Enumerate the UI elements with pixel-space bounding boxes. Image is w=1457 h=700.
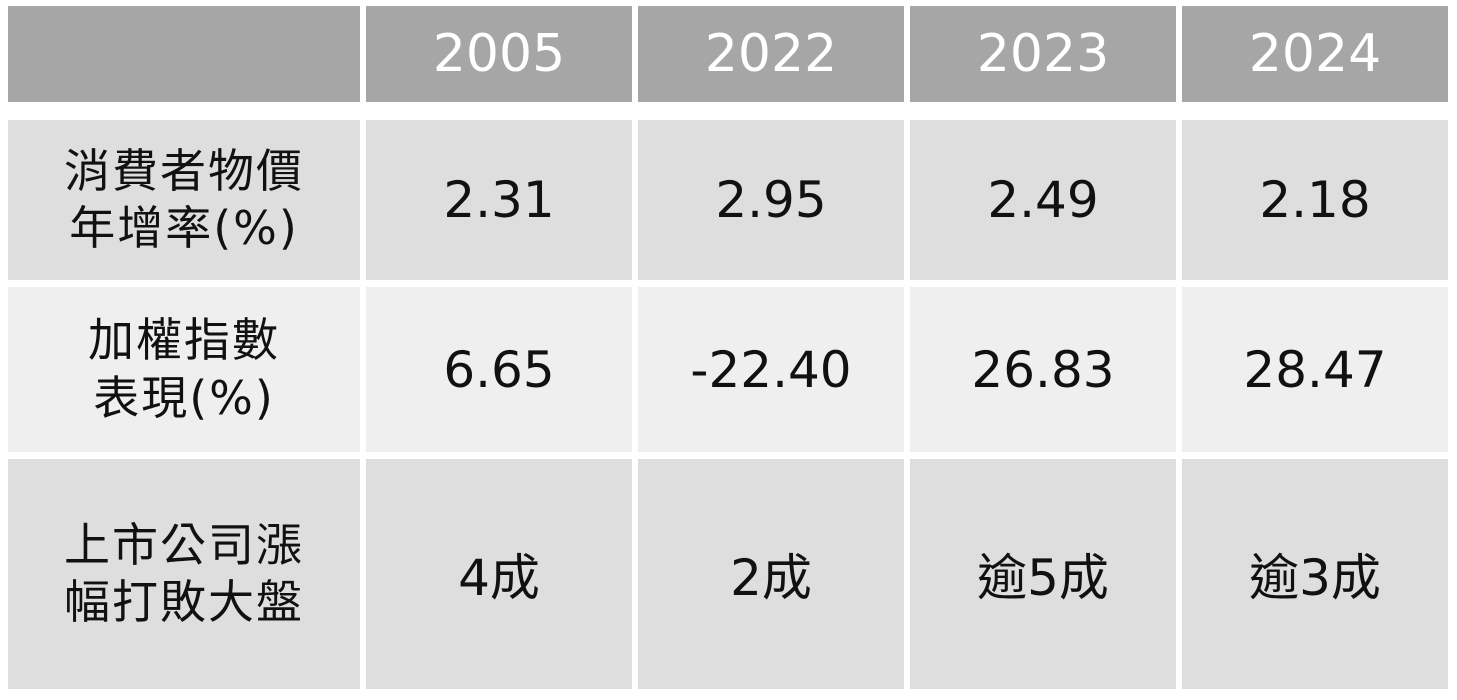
header-cell: 2005 [366, 6, 632, 102]
table: 2005 2022 2023 2024 消費者物價 年增率(%) 2.31 2.95 2.49 2… [8, 6, 1448, 689]
row-label-line: 表現(%) [93, 370, 275, 425]
table-cell: 逾5成 [910, 459, 1176, 689]
table-cell: 2.95 [638, 120, 904, 280]
table-cell: 2成 [638, 459, 904, 689]
row-label-line: 加權指數 [88, 313, 280, 367]
table-cell: 26.83 [910, 287, 1176, 452]
row-label-line: 年增率(%) [69, 201, 299, 255]
header-cell: 2024 [1182, 6, 1448, 102]
table-cell: 2.31 [366, 120, 632, 280]
table-cell: 2.18 [1182, 120, 1448, 280]
table-cell: -22.40 [638, 287, 904, 452]
row-label: 加權指數 表現(%) [8, 287, 360, 452]
header-corner [8, 6, 360, 102]
row-label-line: 上市公司漲 [64, 517, 304, 572]
row-label: 消費者物價 年增率(%) [8, 120, 360, 280]
row-label-line: 幅打敗大盤 [64, 575, 304, 629]
header-cell: 2022 [638, 6, 904, 102]
table-cell: 2.49 [910, 120, 1176, 280]
row-label: 上市公司漲 幅打敗大盤 [8, 459, 360, 689]
table-cell: 6.65 [366, 287, 632, 452]
table-cell: 逾3成 [1182, 459, 1448, 689]
table-cell: 28.47 [1182, 287, 1448, 452]
table-cell: 4成 [366, 459, 632, 689]
header-cell: 2023 [910, 6, 1176, 102]
row-label-line: 消費者物價 [64, 143, 304, 198]
